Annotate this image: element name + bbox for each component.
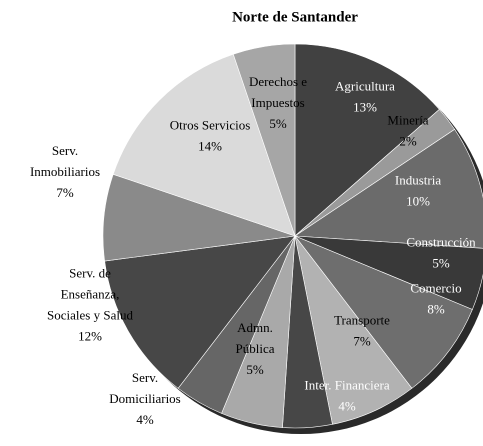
value-label: 10% bbox=[406, 193, 430, 208]
chart-title: Norte de Santander bbox=[232, 9, 358, 25]
value-label: 7% bbox=[56, 185, 74, 200]
value-label: 13% bbox=[353, 99, 377, 114]
pie-slice bbox=[294, 128, 483, 249]
slice-label: Enseñanza, bbox=[61, 286, 120, 301]
slice-label: Inmobiliarios bbox=[30, 164, 100, 179]
slice-label: Industria bbox=[395, 172, 441, 187]
slice-label: Serv. bbox=[52, 143, 78, 158]
value-label: 8% bbox=[427, 301, 445, 316]
value-label: 4% bbox=[338, 398, 356, 413]
slice-label: Inter. Financiera bbox=[304, 377, 389, 392]
slice-label: Otros Servicios bbox=[170, 117, 251, 132]
slice-label: Admn. bbox=[237, 320, 273, 335]
slice-label: Agricultura bbox=[335, 78, 395, 93]
value-label: 4% bbox=[136, 412, 154, 427]
slice-label: Serv. bbox=[132, 370, 158, 385]
value-label: 7% bbox=[353, 333, 371, 348]
slice-label: Domiciliarios bbox=[109, 391, 181, 406]
value-label: 5% bbox=[432, 255, 450, 270]
slice-label: Derechos e bbox=[249, 74, 307, 89]
pie-slice bbox=[294, 235, 473, 389]
slice-label: Sociales y Salud bbox=[47, 307, 133, 322]
pie-slice bbox=[104, 235, 296, 389]
pie-slice bbox=[232, 43, 296, 237]
slice-label: Impuestos bbox=[251, 95, 304, 110]
slice-label: Comercio bbox=[410, 280, 461, 295]
value-label: 14% bbox=[198, 138, 222, 153]
slice-label: Transporte bbox=[334, 312, 390, 327]
slice-label: Construcción bbox=[406, 234, 476, 249]
value-label: 5% bbox=[246, 362, 264, 377]
pie-slice bbox=[112, 53, 296, 237]
slice-label: Serv. de bbox=[69, 265, 111, 280]
value-label: 5% bbox=[269, 116, 287, 131]
value-label: 2% bbox=[399, 133, 417, 148]
pie-slice bbox=[294, 43, 440, 237]
slice-label: Minería bbox=[387, 112, 428, 127]
value-label: 12% bbox=[78, 328, 102, 343]
slice-label: Pública bbox=[236, 341, 275, 356]
